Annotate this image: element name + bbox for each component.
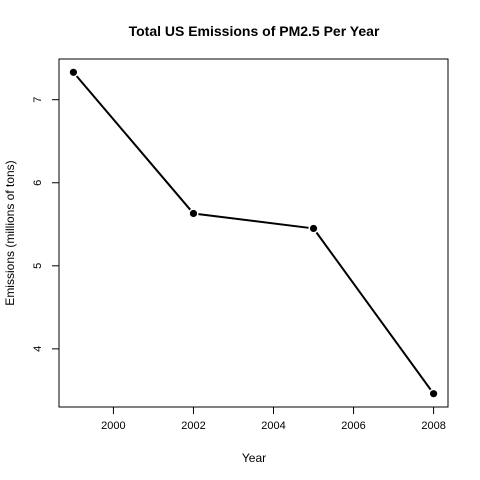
x-tick-label: 2004 (261, 420, 285, 432)
data-point (69, 68, 78, 76)
series-segment (75, 75, 191, 211)
series-line (75, 75, 432, 391)
x-axis-label: Year (242, 451, 266, 465)
y-tick-label: 5 (32, 263, 44, 269)
x-tick-label: 2008 (421, 420, 445, 432)
x-tick-label: 2006 (341, 420, 365, 432)
y-axis-label: Emissions (millions of tons) (3, 160, 17, 305)
y-tick-label: 4 (32, 346, 44, 352)
series-points (69, 68, 438, 398)
series-segment (315, 231, 432, 391)
data-point (429, 390, 438, 398)
y-tick-label: 6 (32, 180, 44, 186)
series-segment (198, 213, 309, 229)
x-axis: 2000 2002 2004 2006 2008 (101, 407, 446, 432)
chart-title: Total US Emissions of PM2.5 Per Year (129, 23, 380, 39)
y-tick-label: 7 (32, 97, 44, 103)
data-point (189, 209, 198, 218)
x-tick-label: 2002 (181, 420, 205, 432)
x-tick-label: 2000 (101, 420, 125, 432)
plot-frame (58, 58, 449, 408)
y-axis: 4 5 6 7 (32, 97, 59, 352)
data-point (309, 224, 318, 233)
